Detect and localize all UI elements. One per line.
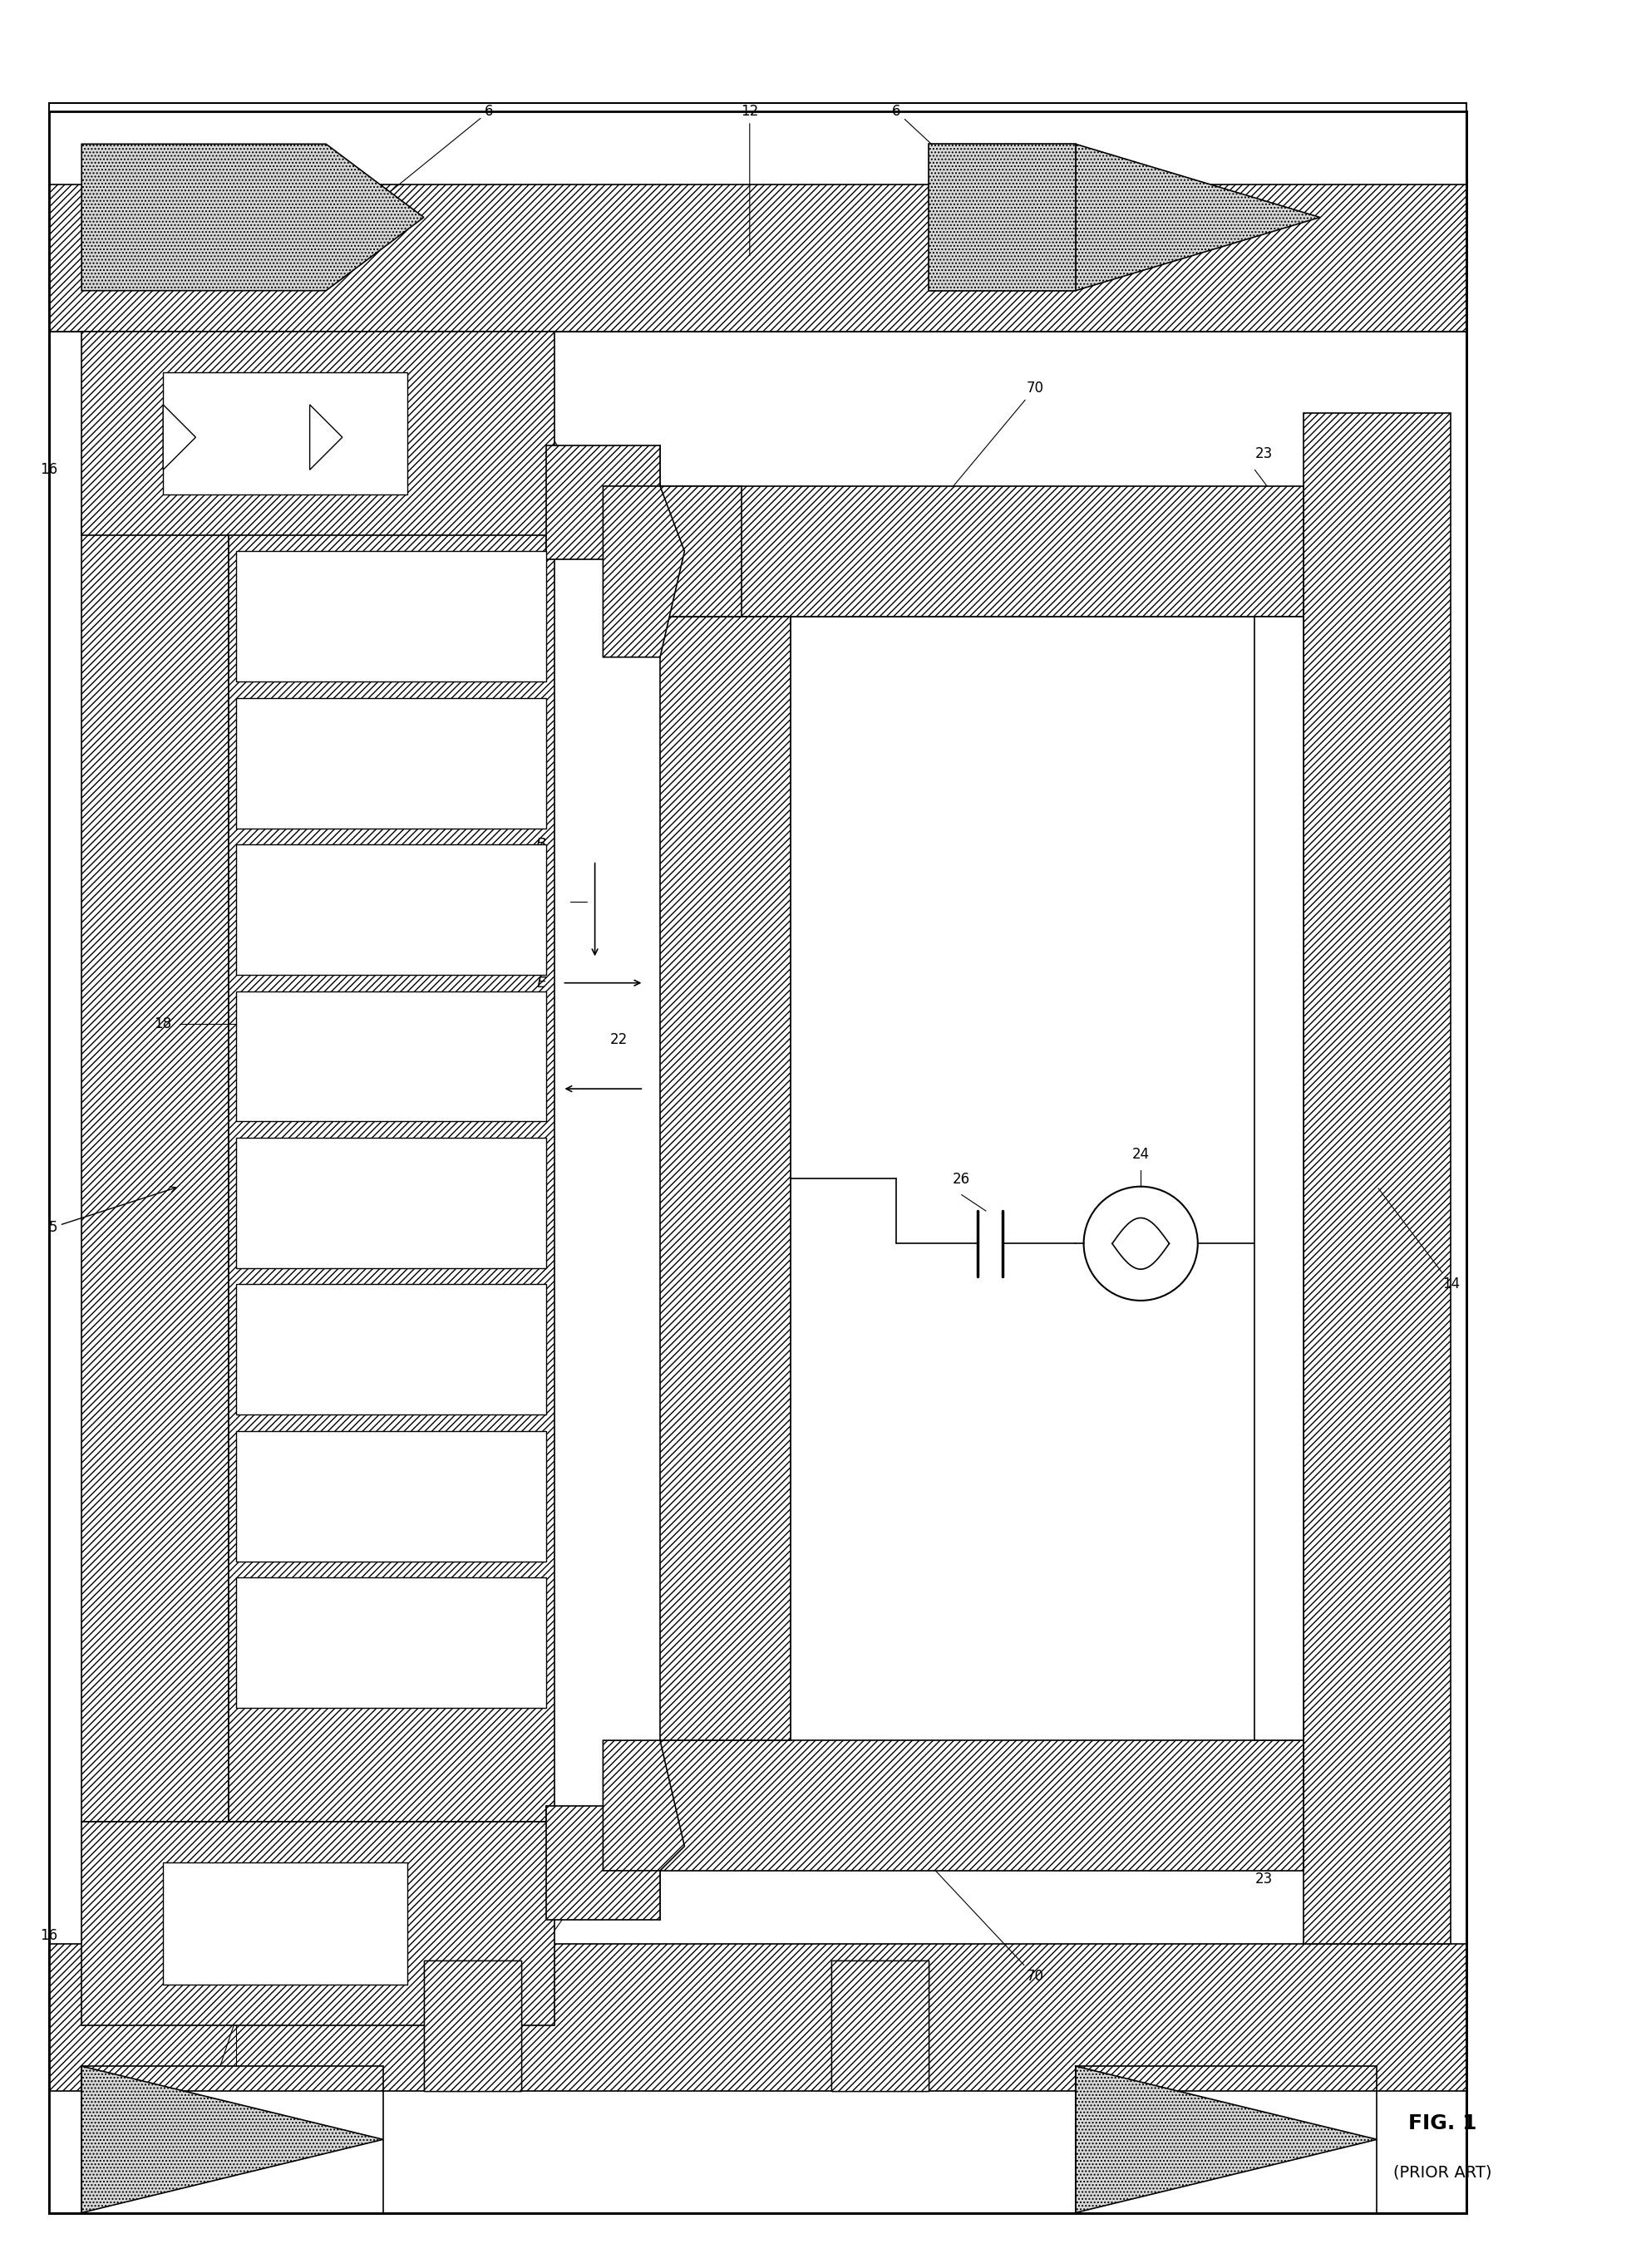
Polygon shape	[309, 404, 342, 469]
Polygon shape	[163, 404, 196, 469]
Text: 7: 7	[216, 2132, 224, 2148]
Bar	[237, 1431, 546, 1560]
Bar	[49, 111, 1467, 2214]
Polygon shape	[1075, 2066, 1378, 2214]
Text: FIG. 1: FIG. 1	[1407, 2114, 1476, 2134]
Text: 26: 26	[953, 1173, 969, 1186]
Bar	[660, 1740, 1304, 1871]
Text: Ve: Ve	[528, 1082, 546, 1095]
Bar	[82, 2066, 384, 2214]
Text: 70: 70	[914, 1848, 1044, 1984]
Text: 18: 18	[153, 1016, 171, 1032]
Bar	[831, 1960, 928, 2091]
Polygon shape	[82, 2066, 384, 2214]
Text: 24: 24	[1132, 1148, 1149, 1161]
Text: 16: 16	[40, 463, 58, 476]
Text: 22: 22	[609, 1032, 627, 1048]
Bar	[49, 111, 1467, 2214]
Text: 14: 14	[1378, 1188, 1460, 1293]
Text: 6: 6	[892, 104, 1009, 215]
Bar	[423, 1960, 522, 2091]
Bar	[49, 1953, 1467, 2214]
Text: 1: 1	[160, 431, 166, 442]
Bar	[237, 699, 546, 828]
Bar	[660, 617, 790, 1740]
Text: 5: 5	[48, 1186, 176, 1234]
Text: 16: 16	[40, 1928, 58, 1944]
Bar	[546, 1805, 660, 1919]
Bar	[423, 1960, 522, 2091]
Bar	[82, 331, 555, 535]
Text: 70: 70	[914, 381, 1044, 533]
Polygon shape	[82, 145, 423, 290]
Bar	[237, 551, 546, 683]
Polygon shape	[1075, 145, 1320, 290]
Bar	[49, 1944, 1467, 2091]
Bar	[1075, 2066, 1378, 2214]
Text: 12: 12	[741, 104, 759, 256]
Bar	[660, 485, 1304, 617]
Text: 23: 23	[1254, 1871, 1272, 1887]
Text: 20: 20	[660, 1116, 677, 1127]
Polygon shape	[928, 145, 1075, 290]
Bar	[237, 1284, 546, 1415]
Text: E: E	[537, 975, 546, 991]
Bar	[546, 445, 660, 560]
Bar	[229, 519, 555, 1821]
Bar	[1304, 413, 1450, 1944]
Bar	[237, 844, 546, 975]
Bar	[163, 1862, 408, 1984]
Bar	[49, 104, 1467, 331]
Polygon shape	[602, 1740, 685, 1871]
Polygon shape	[660, 485, 742, 617]
Text: 12: 12	[456, 1969, 474, 2032]
Text: 72: 72	[514, 381, 602, 517]
Bar	[1254, 617, 1304, 1740]
Text: (PRIOR ART): (PRIOR ART)	[1393, 2164, 1491, 2180]
Bar	[49, 184, 1467, 331]
Bar	[831, 1960, 928, 2091]
Bar	[82, 1821, 555, 2025]
Text: 23: 23	[1254, 447, 1272, 460]
Bar	[237, 991, 546, 1120]
Bar	[163, 372, 408, 494]
Text: B: B	[535, 837, 546, 853]
Text: 6: 6	[360, 104, 494, 215]
Text: 7: 7	[1210, 2132, 1218, 2148]
Bar	[237, 1139, 546, 1268]
Bar	[790, 617, 1254, 1740]
Text: 72: 72	[514, 1864, 602, 1984]
Bar	[82, 519, 229, 1821]
Text: 12: 12	[863, 1969, 881, 2032]
Polygon shape	[602, 485, 685, 658]
Bar	[237, 1579, 546, 1708]
